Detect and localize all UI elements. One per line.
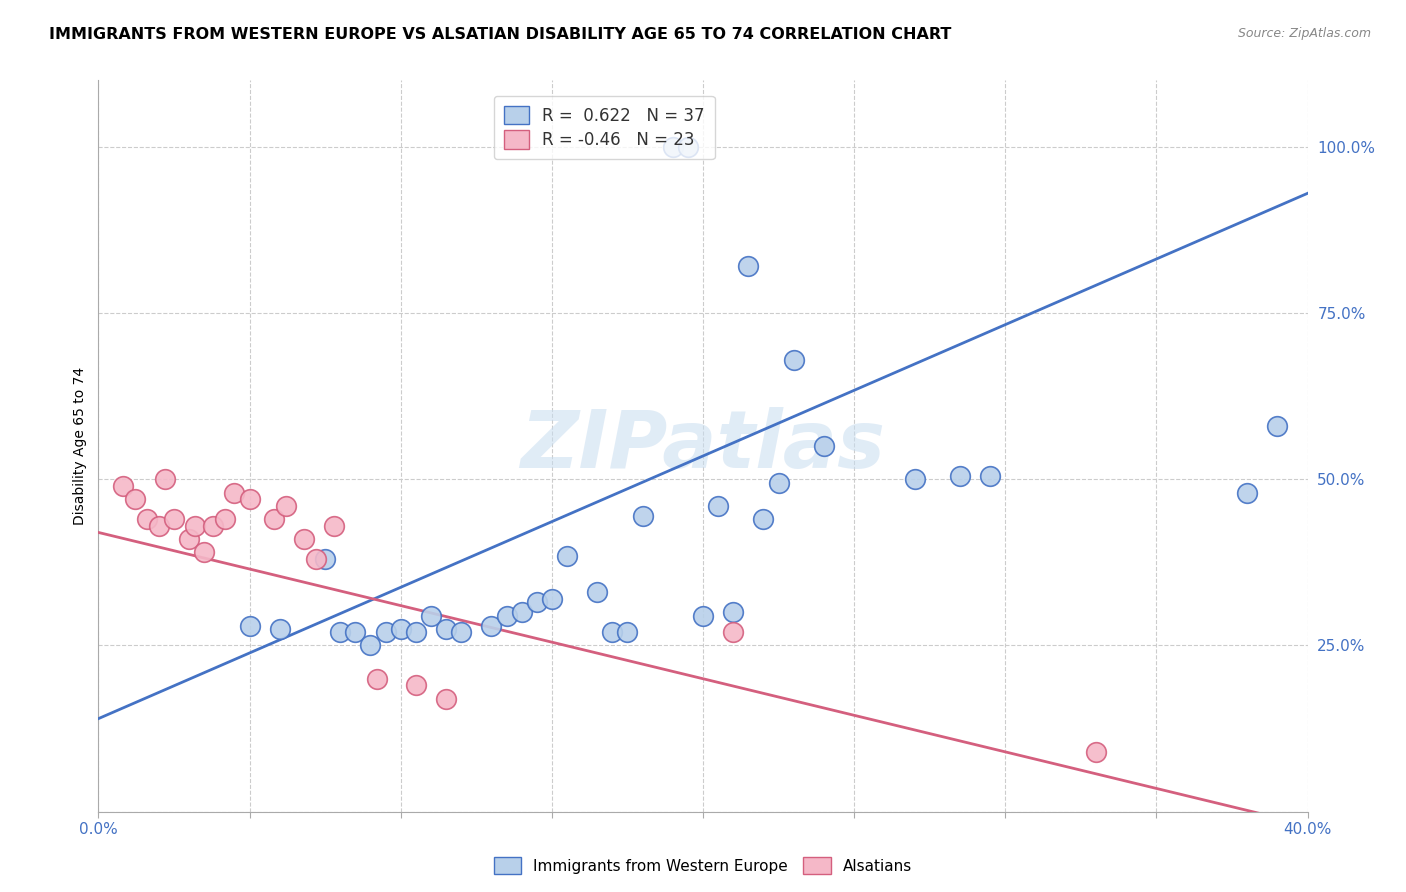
Point <box>239 618 262 632</box>
Point <box>193 545 215 559</box>
Point <box>148 518 170 533</box>
Y-axis label: Disability Age 65 to 74: Disability Age 65 to 74 <box>73 367 87 525</box>
Point <box>214 512 236 526</box>
Point <box>263 512 285 526</box>
Point <box>374 625 396 640</box>
Text: IMMIGRANTS FROM WESTERN EUROPE VS ALSATIAN DISABILITY AGE 65 TO 74 CORRELATION C: IMMIGRANTS FROM WESTERN EUROPE VS ALSATI… <box>49 27 952 42</box>
Point <box>366 672 388 686</box>
Point <box>111 479 134 493</box>
Point <box>631 508 654 523</box>
Point <box>616 625 638 640</box>
Legend: R =  0.622   N = 37, R = -0.46   N = 23: R = 0.622 N = 37, R = -0.46 N = 23 <box>494 96 714 159</box>
Point <box>389 622 412 636</box>
Point <box>904 472 927 486</box>
Point <box>184 518 207 533</box>
Point <box>495 608 517 623</box>
Point <box>239 492 262 507</box>
Point <box>540 591 562 606</box>
Text: Source: ZipAtlas.com: Source: ZipAtlas.com <box>1237 27 1371 40</box>
Point <box>224 485 246 500</box>
Point <box>510 605 533 619</box>
Point <box>202 518 225 533</box>
Point <box>723 605 745 619</box>
Point <box>707 499 730 513</box>
Point <box>555 549 578 563</box>
Point <box>1267 419 1289 434</box>
Point <box>360 639 382 653</box>
Point <box>692 608 714 623</box>
Point <box>405 678 427 692</box>
Point <box>329 625 352 640</box>
Point <box>602 625 624 640</box>
Point <box>179 532 201 546</box>
Point <box>586 585 609 599</box>
Point <box>163 512 186 526</box>
Point <box>135 512 157 526</box>
Point <box>314 552 336 566</box>
Point <box>323 518 346 533</box>
Point <box>305 552 328 566</box>
Point <box>269 622 291 636</box>
Point <box>737 260 759 274</box>
Point <box>405 625 427 640</box>
Point <box>450 625 472 640</box>
Point <box>344 625 367 640</box>
Point <box>274 499 297 513</box>
Point <box>949 469 972 483</box>
Legend: Immigrants from Western Europe, Alsatians: Immigrants from Western Europe, Alsatian… <box>488 851 918 880</box>
Point <box>979 469 1001 483</box>
Point <box>153 472 176 486</box>
Point <box>420 608 443 623</box>
Point <box>1236 485 1258 500</box>
Point <box>723 625 745 640</box>
Point <box>434 691 457 706</box>
Point <box>661 140 683 154</box>
Point <box>526 595 548 609</box>
Point <box>676 140 699 154</box>
Point <box>124 492 146 507</box>
Point <box>768 475 790 490</box>
Point <box>783 352 806 367</box>
Point <box>434 622 457 636</box>
Point <box>292 532 315 546</box>
Point <box>481 618 503 632</box>
Point <box>1085 745 1108 759</box>
Point <box>752 512 775 526</box>
Point <box>813 439 835 453</box>
Text: ZIPatlas: ZIPatlas <box>520 407 886 485</box>
